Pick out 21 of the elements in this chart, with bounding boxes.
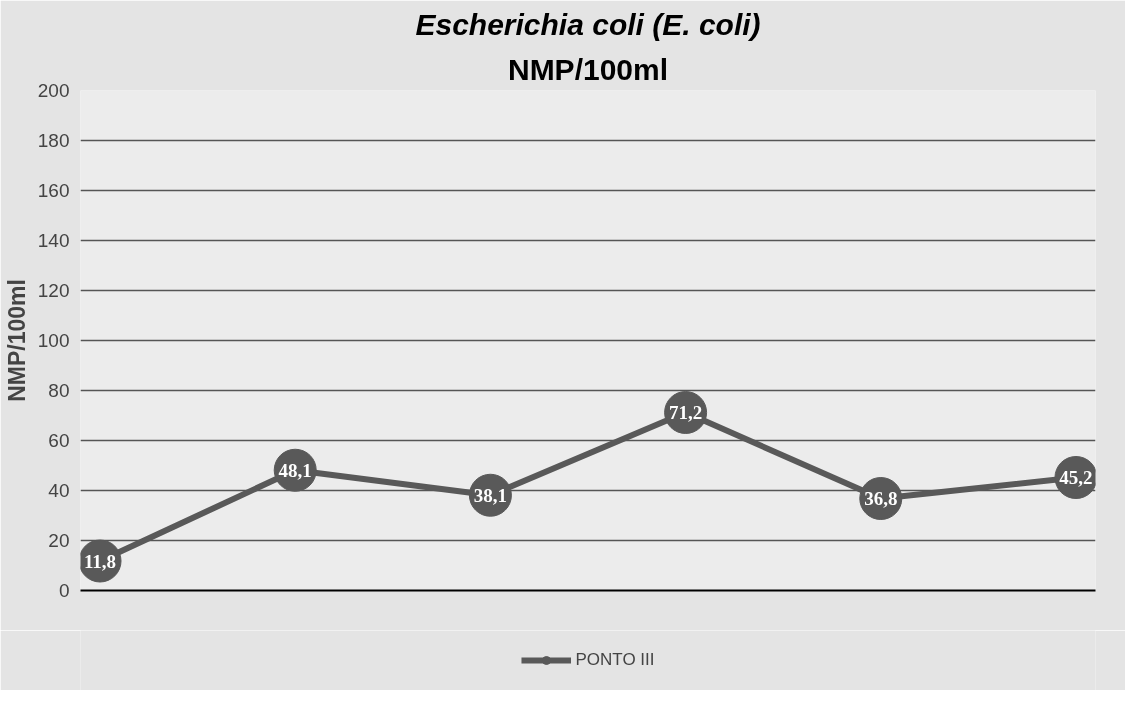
chart-subtitle: NMP/100ml [507,52,669,86]
data-label: 11,8 [83,550,117,572]
y-tick-label: 0 [58,580,70,601]
y-tick-label: 100 [37,330,70,351]
data-label: 38,1 [473,484,508,506]
data-label: 71,2 [668,402,703,423]
y-tick-label: 120 [37,280,70,301]
data-label: 36,8 [864,488,898,509]
data-label: 45,2 [1059,467,1093,488]
y-tick-label: 160 [37,180,70,201]
data-label: 48,1 [278,459,312,481]
y-tick-label: 140 [37,230,70,251]
y-tick-label: 200 [37,80,70,101]
y-axis-title: NMP/100ml [3,279,30,402]
chart-title: Escherichia coli (E. coli) [415,7,761,41]
y-tick-label: 20 [48,530,70,551]
y-tick-label: 180 [37,130,70,151]
legend-label: PONTO III [575,650,655,670]
y-tick-label: 80 [48,380,70,401]
y-tick-label: 40 [48,480,70,501]
y-tick-label: 60 [48,430,70,451]
